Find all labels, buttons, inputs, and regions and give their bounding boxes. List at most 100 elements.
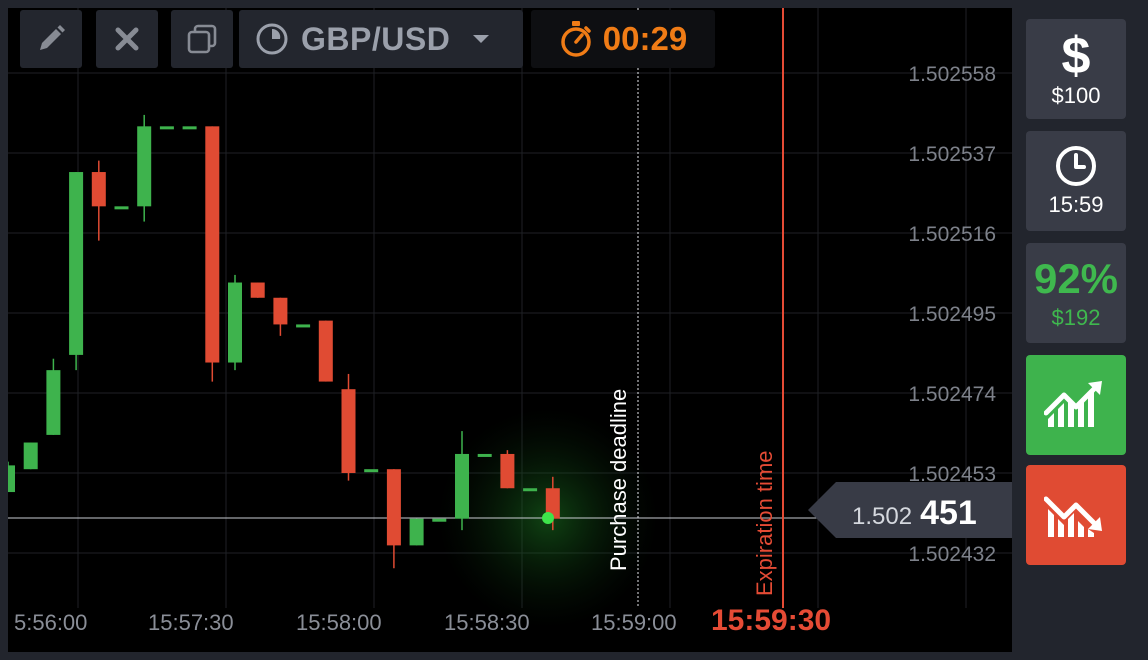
candle (386, 469, 401, 569)
expiry-value: 15:59 (1048, 192, 1104, 217)
candle-body (91, 172, 106, 207)
asset-label: GBP/USD (301, 20, 451, 57)
call-up-button[interactable] (1026, 355, 1126, 455)
candle (205, 126, 220, 382)
candle-body (137, 126, 152, 207)
candle (523, 488, 538, 492)
candle (500, 450, 515, 489)
chart-canvas: 1.502558 1.502537 1.502516 1.502495 1.502474… (8, 8, 1012, 628)
investment-amount-button[interactable]: $ $100 (1026, 19, 1126, 119)
price-chart[interactable]: 1.502558 1.502537 1.502516 1.502495 1.502474… (8, 8, 1012, 652)
price-axis-label: 1.502558 (908, 63, 996, 86)
candle-body (159, 126, 174, 130)
candle-body (341, 389, 356, 473)
price-tag-shape (808, 482, 1012, 538)
timer-value: 00:29 (602, 20, 688, 57)
candle-body (182, 126, 197, 130)
candle (432, 518, 447, 522)
price-axis: 1.502558 1.502537 1.502516 1.502495 1.502474… (908, 63, 996, 566)
trend-up-icon (1044, 381, 1102, 427)
candle (228, 274, 242, 371)
candle (114, 206, 129, 210)
current-price-prefix: 1.502 (852, 503, 913, 530)
asset-selector[interactable]: GBP/USD (239, 10, 523, 68)
copy-tool-button[interactable] (171, 10, 233, 68)
expiration-time-value: 15:59:30 (711, 604, 832, 637)
candle-body (545, 488, 560, 519)
candle-body (46, 370, 61, 435)
candle-body (273, 297, 288, 325)
price-axis-label: 1.502537 (908, 143, 996, 166)
profit-display: 92% $192 (1026, 243, 1126, 343)
trend-down-icon (1044, 496, 1102, 537)
candle (296, 324, 311, 328)
candle (182, 126, 197, 130)
candle-body (386, 469, 401, 546)
candle-body (205, 126, 220, 363)
investment-value: $100 (1051, 83, 1101, 108)
profit-amount: $192 (1051, 305, 1101, 330)
candle (91, 160, 106, 241)
candle-body (69, 172, 84, 355)
candle (69, 172, 84, 371)
expiry-time-button[interactable]: 15:59 (1026, 131, 1126, 231)
candle-body (114, 206, 129, 210)
candle-body (8, 465, 15, 493)
time-tick: 15:57:30 (148, 610, 234, 635)
candle (364, 469, 379, 473)
candle (273, 297, 288, 336)
dollar-icon: $ (1062, 29, 1091, 79)
time-tick: 15:58:30 (444, 610, 530, 635)
clock-icon (1056, 146, 1096, 186)
candle (46, 358, 61, 435)
pencil-icon (40, 25, 65, 50)
stopwatch-icon (561, 21, 591, 57)
current-price-suffix: 451 (920, 494, 977, 532)
candle (250, 282, 265, 298)
copy-icon (187, 24, 217, 54)
countdown-timer: 00:29 (531, 10, 715, 68)
candle (455, 431, 469, 531)
price-axis-label: 1.502516 (908, 223, 996, 246)
candle-body (432, 518, 447, 522)
candle (318, 320, 333, 382)
put-down-button[interactable] (1026, 465, 1126, 565)
time-tick: 15:59:00 (591, 610, 677, 635)
candle-body (477, 453, 492, 457)
price-axis-label: 1.502453 (908, 463, 996, 486)
candle (409, 518, 424, 546)
close-tool-button[interactable] (96, 10, 158, 68)
candle-body (228, 282, 242, 363)
profit-percent: 92% (1033, 255, 1119, 302)
time-tick: 15:58:00 (296, 610, 382, 635)
current-price-dot (542, 512, 554, 524)
price-axis-label: 1.502432 (908, 543, 996, 566)
candles (8, 114, 560, 569)
candle (8, 461, 15, 493)
candle-body (409, 518, 424, 546)
price-axis-label: 1.502495 (908, 303, 996, 326)
svg-text:$: $ (1062, 29, 1091, 79)
expiration-time-label: Expiration time (752, 450, 777, 596)
candle-body (250, 282, 265, 298)
time-tick: 5:56:00 (14, 610, 88, 635)
close-icon (115, 27, 139, 51)
candle-body (23, 442, 38, 470)
candle (159, 126, 174, 130)
candle (477, 453, 492, 457)
candle (23, 442, 38, 470)
candle (341, 373, 356, 481)
purchase-deadline-label: Purchase deadline (606, 389, 631, 571)
candle-body (318, 320, 333, 382)
candle-body (364, 469, 379, 473)
candle-body (296, 324, 311, 328)
clock-icon (256, 23, 288, 55)
candle (137, 114, 152, 222)
chevron-down-icon (473, 35, 490, 43)
draw-tool-button[interactable] (20, 10, 82, 68)
candle-body (500, 453, 515, 489)
price-axis-label: 1.502474 (908, 383, 996, 406)
candle-body (455, 453, 469, 519)
candle-body (523, 488, 538, 492)
